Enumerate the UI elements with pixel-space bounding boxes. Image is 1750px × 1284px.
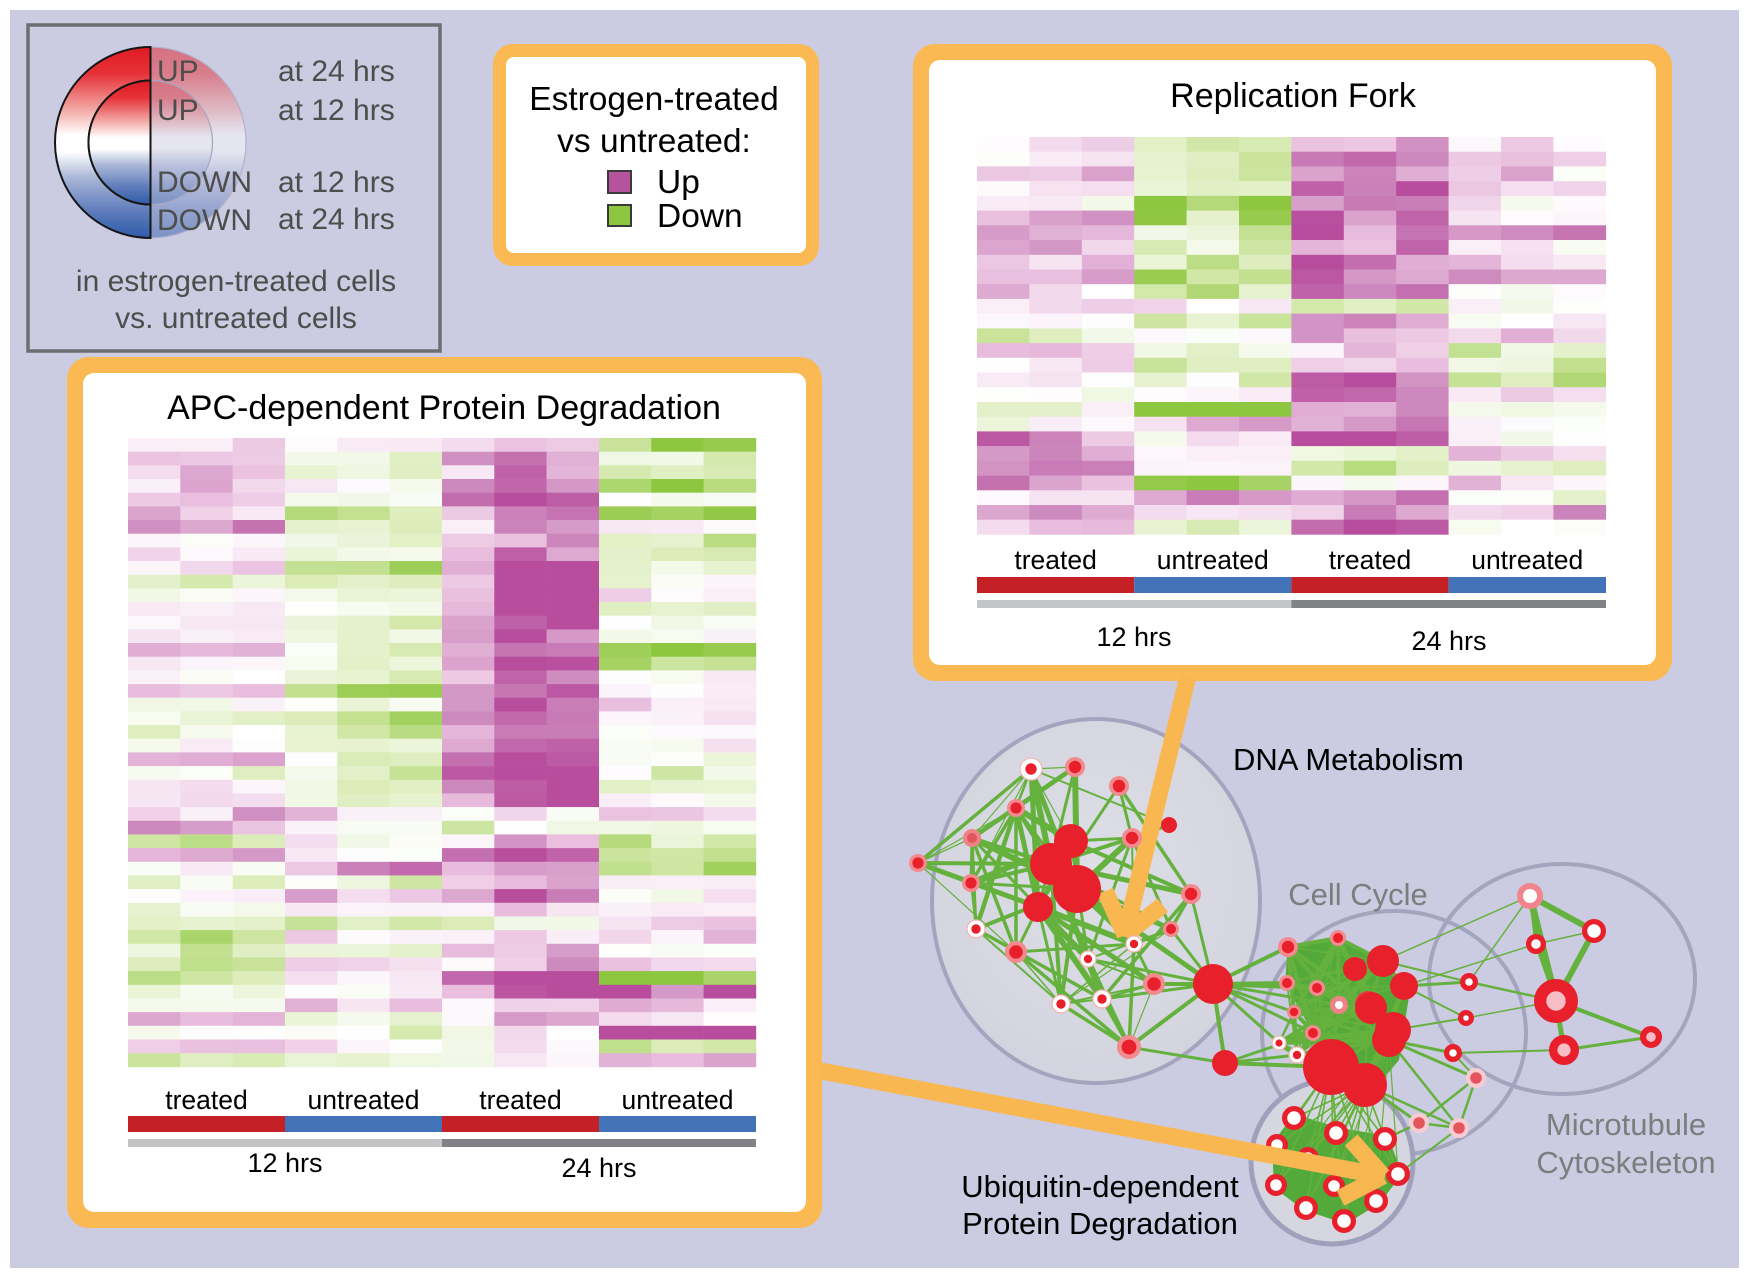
svg-text:12 hrs: 12 hrs: [247, 1148, 322, 1178]
svg-text:Ubiquitin-dependent: Ubiquitin-dependent: [961, 1169, 1239, 1204]
svg-text:untreated: untreated: [1471, 545, 1583, 575]
svg-text:in estrogen-treated cells: in estrogen-treated cells: [76, 265, 396, 298]
svg-text:Up: Up: [657, 164, 700, 201]
svg-text:untreated: untreated: [1157, 545, 1269, 575]
svg-text:at 12 hrs: at 12 hrs: [278, 166, 395, 199]
svg-text:Replication Fork: Replication Fork: [1170, 77, 1417, 115]
svg-text:UP: UP: [157, 55, 199, 88]
svg-text:Down: Down: [657, 198, 743, 235]
svg-text:at 12 hrs: at 12 hrs: [278, 94, 395, 127]
svg-text:24 hrs: 24 hrs: [561, 1153, 636, 1183]
svg-text:at 24 hrs: at 24 hrs: [278, 203, 395, 236]
svg-text:APC-dependent Protein Degradat: APC-dependent Protein Degradation: [167, 389, 721, 427]
svg-text:Cell Cycle: Cell Cycle: [1288, 877, 1428, 912]
svg-text:treated: treated: [479, 1085, 562, 1115]
svg-text:DOWN: DOWN: [157, 166, 252, 199]
svg-text:treated: treated: [165, 1085, 248, 1115]
svg-text:DNA Metabolism: DNA Metabolism: [1233, 742, 1464, 777]
svg-text:Cytoskeleton: Cytoskeleton: [1536, 1145, 1715, 1180]
svg-text:Protein Degradation: Protein Degradation: [962, 1206, 1238, 1241]
svg-text:Microtubule: Microtubule: [1546, 1107, 1706, 1142]
svg-text:vs. untreated cells: vs. untreated cells: [115, 302, 357, 335]
svg-text:DOWN: DOWN: [157, 204, 252, 237]
svg-text:treated: treated: [1329, 545, 1412, 575]
svg-text:24 hrs: 24 hrs: [1411, 626, 1486, 656]
svg-text:untreated: untreated: [622, 1085, 734, 1115]
svg-text:vs untreated:: vs untreated:: [557, 123, 751, 160]
svg-text:treated: treated: [1014, 545, 1097, 575]
svg-text:at 24 hrs: at 24 hrs: [278, 55, 395, 88]
svg-text:UP: UP: [157, 94, 199, 127]
svg-text:12 hrs: 12 hrs: [1096, 622, 1171, 652]
svg-text:untreated: untreated: [308, 1085, 420, 1115]
svg-text:Estrogen-treated: Estrogen-treated: [529, 81, 779, 118]
